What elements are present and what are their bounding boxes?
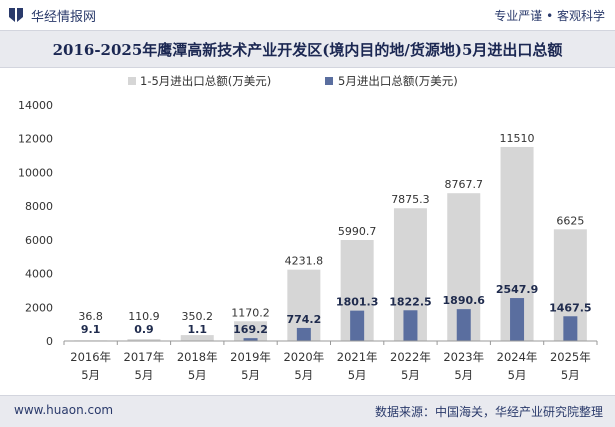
x-axis: 2016年 5月 2017年 5月 2018年 5月 2019年 5月 2020年 5月 2021年… xyxy=(63,340,598,382)
x-tick-label-month: 5月 xyxy=(188,368,207,382)
top-bar: 华经情报网 专业严谨 • 客观科学 xyxy=(0,0,615,30)
chart-title: 2016-2025年鹰潭高新技术产业开发区(境内目的地/货源地)5月进出口总额 xyxy=(52,41,563,59)
data-label-series-1: 5990.7 xyxy=(338,225,377,238)
bar-series-1 xyxy=(234,321,268,341)
data-label-series-2: 169.2 xyxy=(233,323,268,336)
data-label-series-1: 110.9 xyxy=(128,310,160,323)
data-label-series-1: 4231.8 xyxy=(285,255,324,268)
legend-swatch-series-2 xyxy=(325,77,333,85)
data-label-series-1: 36.8 xyxy=(78,310,103,323)
bar-series-2 xyxy=(510,298,525,341)
x-tick-label-month: 5月 xyxy=(294,368,313,382)
x-tick-label-year: 2019年 xyxy=(230,350,271,364)
x-tick-label-year: 2024年 xyxy=(497,350,538,364)
bar-chart: 1-5月进出口总额(万美元) 5月进出口总额(万美元) 0 2000 4000 6000… xyxy=(18,74,598,382)
bar-series-1 xyxy=(180,335,214,341)
x-tick-label-month: 5月 xyxy=(508,368,527,382)
y-tick-label: 12000 xyxy=(18,133,53,146)
x-tick-label-year: 2018年 xyxy=(177,350,218,364)
data-label-series-2: 1467.5 xyxy=(549,301,591,314)
data-source: 数据来源：中国海关，华经产业研究院整理 xyxy=(374,405,603,419)
y-tick-label: 14000 xyxy=(18,99,53,112)
data-label-series-2: 1801.3 xyxy=(336,296,378,309)
data-label-series-2: 1.1 xyxy=(188,323,208,336)
bar-series-2 xyxy=(243,338,258,341)
y-tick-label: 6000 xyxy=(25,234,53,247)
chart-bars: 36.89.1 110.90.9 350.21.1 1170.2 169.2 4231.8… xyxy=(74,132,592,341)
y-tick-label: 10000 xyxy=(18,166,53,179)
footer-bar: www.huaon.com 数据来源：中国海关，华经产业研究院整理 xyxy=(0,395,615,427)
legend-label-series-1: 1-5月进出口总额(万美元) xyxy=(140,74,271,88)
x-tick-label-year: 2022年 xyxy=(390,350,431,364)
x-tick-label-month: 5月 xyxy=(561,368,580,382)
chart-legend: 1-5月进出口总额(万美元) 5月进出口总额(万美元) xyxy=(128,74,458,88)
data-label-series-2: 774.2 xyxy=(286,313,321,326)
x-tick-label-year: 2021年 xyxy=(337,350,378,364)
bar-series-2 xyxy=(456,309,471,341)
data-label-series-2: 2547.9 xyxy=(496,283,538,296)
x-tick-label-month: 5月 xyxy=(81,368,100,382)
x-tick-label-year: 2023年 xyxy=(443,350,484,364)
bar-series-1 xyxy=(127,339,161,341)
x-tick-label-year: 2016年 xyxy=(70,350,111,364)
x-tick-label-month: 5月 xyxy=(241,368,260,382)
brand-name: 华经情报网 xyxy=(31,10,97,25)
footer-url: www.huaon.com xyxy=(14,403,114,417)
bar-series-2 xyxy=(296,327,311,341)
data-label-series-2: 1822.5 xyxy=(389,295,431,308)
x-tick-label-year: 2025年 xyxy=(550,350,591,364)
huajing-logo-icon xyxy=(9,8,23,22)
title-bar: 2016-2025年鹰潭高新技术产业开发区(境内目的地/货源地)5月进出口总额 xyxy=(0,30,615,68)
data-label-series-2: 1890.6 xyxy=(443,294,486,307)
x-tick-label-month: 5月 xyxy=(401,368,420,382)
bar-series-2 xyxy=(563,316,578,341)
data-label-series-1: 11510 xyxy=(500,132,535,145)
data-label-series-1: 7875.3 xyxy=(391,193,430,206)
data-label-series-1: 8767.7 xyxy=(445,178,484,191)
x-tick-label-month: 5月 xyxy=(348,368,367,382)
y-axis: 0 2000 4000 6000 8000 10000 12000 14000 xyxy=(18,99,53,348)
data-label-series-2: 0.9 xyxy=(134,323,154,336)
x-tick-label-month: 5月 xyxy=(454,368,473,382)
legend-label-series-2: 5月进出口总额(万美元) xyxy=(338,74,458,88)
bar-series-2 xyxy=(403,310,418,341)
x-tick-label-year: 2020年 xyxy=(283,350,324,364)
bar-series-2 xyxy=(350,310,365,341)
data-label-series-2: 9.1 xyxy=(81,323,101,336)
y-tick-label: 0 xyxy=(46,335,53,348)
y-tick-label: 4000 xyxy=(25,268,53,281)
x-tick-label-month: 5月 xyxy=(135,368,154,382)
data-label-series-1: 350.2 xyxy=(182,310,214,323)
legend-swatch-series-1 xyxy=(128,77,136,85)
slogan: 专业严谨 • 客观科学 xyxy=(494,9,605,23)
y-tick-label: 2000 xyxy=(25,301,53,314)
x-tick-label-year: 2017年 xyxy=(124,350,165,364)
data-label-series-1: 1170.2 xyxy=(231,306,270,319)
data-label-series-1: 6625 xyxy=(556,214,584,227)
y-tick-label: 8000 xyxy=(25,200,53,213)
